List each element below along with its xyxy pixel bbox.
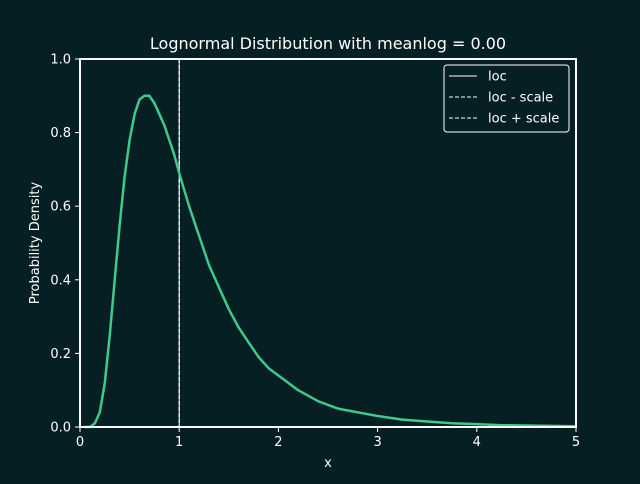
y-tick-label: 0.8	[50, 126, 71, 141]
y-tick-label: 1.0	[50, 53, 71, 68]
x-axis-label: x	[324, 456, 332, 471]
legend: loc loc - scale loc + scale	[443, 64, 570, 133]
y-tick-label: 0.4	[50, 273, 71, 288]
chart-title: Lognormal Distribution with meanlog = 0.…	[150, 34, 506, 53]
tick-layer: 0 1 2 3 4 5 0.0 0.2 0.4 0.6 0.8 1.0	[50, 53, 580, 451]
density-curve	[85, 94, 577, 429]
x-tick-label: 4	[473, 435, 481, 450]
x-tick-label: 3	[373, 435, 381, 450]
legend-label: loc - scale	[488, 91, 553, 106]
y-axis-label: Probability Density	[28, 182, 43, 305]
legend-box	[443, 64, 570, 133]
y-tick-label: 0.6	[50, 200, 71, 215]
axes-frame	[79, 58, 577, 428]
x-tick-label: 1	[175, 435, 183, 450]
x-tick-label: 0	[76, 435, 84, 450]
y-tick-label: 0.0	[50, 421, 71, 436]
legend-label: loc	[488, 70, 507, 85]
legend-label: loc + scale	[488, 112, 559, 127]
x-tick-label: 2	[274, 435, 282, 450]
x-tick-label: 5	[572, 435, 580, 450]
y-tick-label: 0.2	[50, 347, 71, 362]
plot-area	[85, 59, 577, 429]
